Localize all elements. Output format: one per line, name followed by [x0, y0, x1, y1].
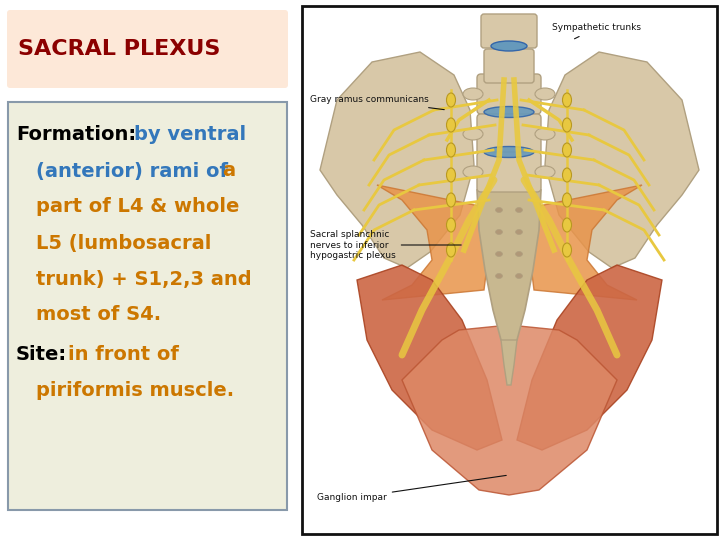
Bar	[304, 8, 715, 532]
Bar	[302, 6, 717, 534]
Polygon shape	[402, 325, 617, 495]
FancyBboxPatch shape	[8, 102, 287, 510]
Ellipse shape	[535, 88, 555, 100]
Text: Site:: Site:	[16, 346, 67, 365]
FancyBboxPatch shape	[7, 10, 288, 88]
Text: by ventral: by ventral	[134, 125, 246, 145]
Polygon shape	[477, 190, 541, 345]
Ellipse shape	[446, 218, 456, 232]
Text: in front of: in front of	[68, 346, 179, 365]
Polygon shape	[377, 185, 499, 300]
Text: Formation:: Formation:	[16, 125, 136, 145]
Text: piriformis muscle.: piriformis muscle.	[36, 381, 234, 401]
Polygon shape	[320, 52, 474, 268]
Ellipse shape	[495, 273, 503, 279]
Ellipse shape	[535, 128, 555, 140]
Ellipse shape	[495, 207, 503, 213]
Polygon shape	[357, 265, 502, 450]
FancyBboxPatch shape	[481, 14, 537, 48]
Ellipse shape	[446, 243, 456, 257]
Text: SACRAL PLEXUS: SACRAL PLEXUS	[18, 39, 220, 59]
FancyBboxPatch shape	[477, 114, 541, 154]
Ellipse shape	[562, 118, 572, 132]
Polygon shape	[517, 265, 662, 450]
Text: Sympathetic trunks: Sympathetic trunks	[552, 24, 641, 39]
Text: Sacral splanchnic
nerves to inferior
hypogastric plexus: Sacral splanchnic nerves to inferior hyp…	[310, 230, 462, 260]
Polygon shape	[545, 52, 699, 268]
Ellipse shape	[446, 143, 456, 157]
Polygon shape	[519, 185, 642, 300]
Ellipse shape	[516, 207, 523, 213]
Ellipse shape	[446, 193, 456, 207]
FancyBboxPatch shape	[484, 49, 534, 83]
Text: (anterior) rami of: (anterior) rami of	[36, 161, 228, 180]
Ellipse shape	[562, 168, 572, 182]
Ellipse shape	[463, 166, 483, 178]
Ellipse shape	[491, 41, 527, 51]
Ellipse shape	[484, 106, 534, 118]
Ellipse shape	[562, 143, 572, 157]
Text: most of S4.: most of S4.	[36, 306, 161, 325]
Text: trunk) + S1,2,3 and: trunk) + S1,2,3 and	[36, 269, 251, 288]
Polygon shape	[501, 340, 517, 385]
Ellipse shape	[562, 93, 572, 107]
Text: L5 (lumbosacral: L5 (lumbosacral	[36, 233, 212, 253]
Ellipse shape	[516, 273, 523, 279]
Ellipse shape	[562, 193, 572, 207]
FancyBboxPatch shape	[477, 152, 541, 192]
Ellipse shape	[495, 230, 503, 234]
Ellipse shape	[463, 128, 483, 140]
Ellipse shape	[484, 146, 534, 158]
Ellipse shape	[516, 230, 523, 234]
Ellipse shape	[446, 168, 456, 182]
Ellipse shape	[562, 243, 572, 257]
Text: Gray ramus communicans: Gray ramus communicans	[310, 96, 444, 110]
Text: Ganglion impar: Ganglion impar	[317, 475, 506, 503]
Ellipse shape	[495, 252, 503, 256]
Text: part of L4 & whole: part of L4 & whole	[36, 198, 239, 217]
Ellipse shape	[516, 252, 523, 256]
Ellipse shape	[446, 118, 456, 132]
Ellipse shape	[446, 93, 456, 107]
FancyBboxPatch shape	[477, 74, 541, 114]
Text: a: a	[222, 161, 235, 180]
Ellipse shape	[463, 88, 483, 100]
Ellipse shape	[562, 218, 572, 232]
Ellipse shape	[535, 166, 555, 178]
